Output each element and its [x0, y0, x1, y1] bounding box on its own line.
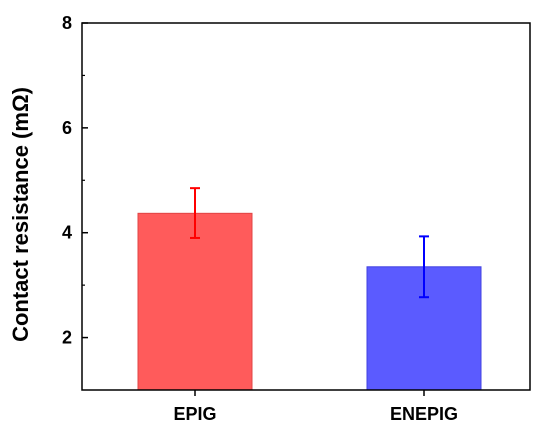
y-axis-title: Contact resistance (mΩ) [8, 87, 33, 342]
y-tick-label-4: 4 [62, 223, 72, 243]
bar-epig [137, 212, 253, 391]
y-tick-label-6: 6 [62, 118, 72, 138]
plot-frame [81, 22, 531, 391]
y-tick-label-2: 2 [62, 328, 72, 348]
x-tick-label-epig: EPIG [173, 404, 216, 424]
axis-ticks-layer [82, 22, 425, 396]
bars-layer [137, 212, 482, 391]
tick-labels-layer: EPIG ENEPIG 2 4 6 8 [62, 13, 458, 424]
error-bars-layer [190, 187, 429, 299]
x-tick-label-enepig: ENEPIG [390, 404, 458, 424]
y-tick-label-8: 8 [62, 13, 72, 33]
